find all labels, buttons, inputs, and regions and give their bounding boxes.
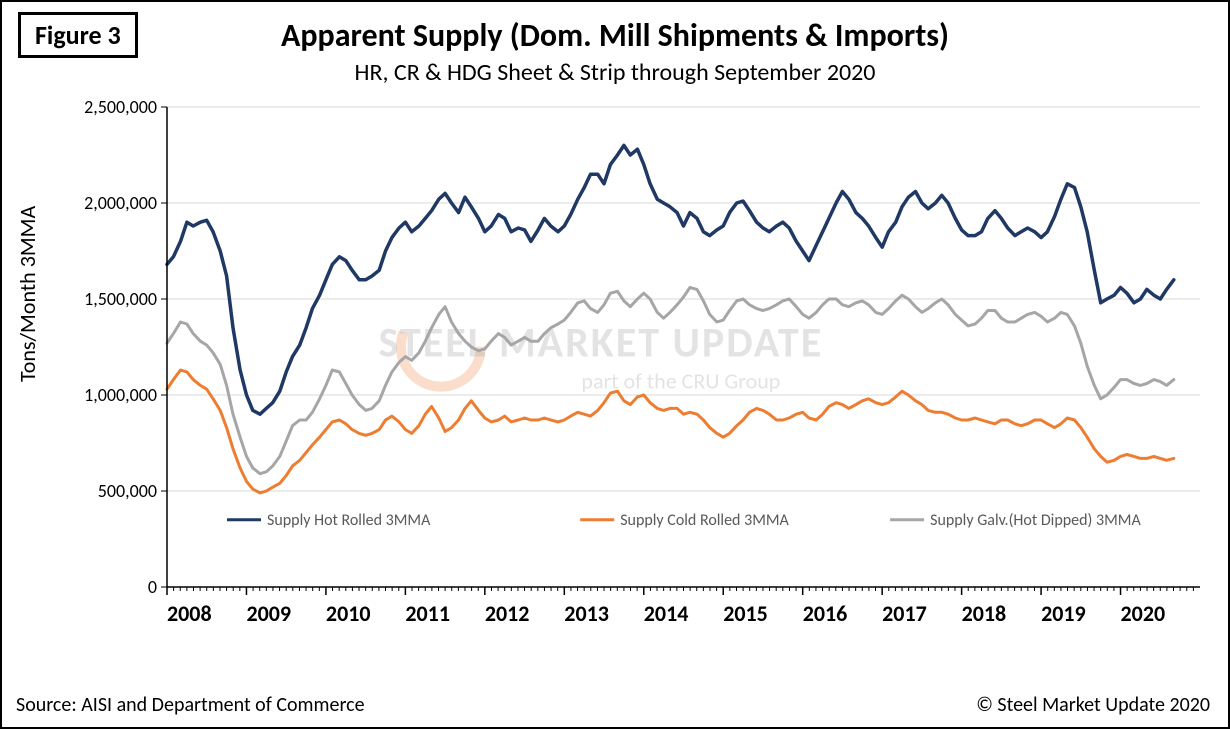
svg-text:2010: 2010 (326, 600, 371, 627)
svg-text:2,500,000: 2,500,000 (84, 97, 157, 118)
y-axis-label: Tons/Month 3MMA (14, 206, 41, 382)
source-text: Source: AISI and Department of Commerce (16, 693, 365, 717)
svg-text:Supply Galv.(Hot Dipped) 3MMA: Supply Galv.(Hot Dipped) 3MMA (930, 511, 1141, 530)
chart-title: Apparent Supply (Dom. Mill Shipments & I… (2, 16, 1228, 55)
svg-text:STEEL MARKET UPDATE: STEEL MARKET UPDATE (378, 318, 823, 369)
line-chart: 0 500,000 1,000,000 1,500,000 2,000,000 2,500… (72, 97, 1212, 657)
svg-text:2020: 2020 (1121, 600, 1166, 627)
svg-text:1,500,000: 1,500,000 (84, 288, 157, 310)
svg-text:1,000,000: 1,000,000 (84, 384, 157, 406)
chart-subtitle: HR, CR & HDG Sheet & Strip through Septe… (2, 58, 1228, 87)
svg-text:2011: 2011 (405, 600, 450, 627)
svg-text:2019: 2019 (1041, 600, 1086, 627)
svg-text:2016: 2016 (803, 600, 848, 627)
svg-text:2,000,000: 2,000,000 (84, 192, 157, 214)
svg-text:Supply Cold Rolled 3MMA: Supply Cold Rolled 3MMA (620, 511, 789, 530)
svg-text:2014: 2014 (644, 600, 689, 627)
chart-frame: Figure 3 Apparent Supply (Dom. Mill Ship… (0, 0, 1230, 729)
copyright-text: © Steel Market Update 2020 (976, 693, 1210, 717)
svg-text:0: 0 (148, 576, 157, 598)
svg-text:2017: 2017 (882, 600, 927, 627)
svg-text:500,000: 500,000 (98, 480, 157, 502)
svg-text:Supply Hot Rolled 3MMA: Supply Hot Rolled 3MMA (267, 511, 431, 530)
svg-text:2015: 2015 (723, 600, 768, 627)
svg-text:2018: 2018 (962, 600, 1007, 627)
svg-text:2012: 2012 (485, 600, 530, 627)
svg-text:2008: 2008 (167, 600, 212, 627)
svg-text:part of the CRU Group: part of the CRU Group (581, 368, 780, 395)
svg-text:2009: 2009 (246, 600, 291, 627)
svg-text:2013: 2013 (564, 600, 609, 627)
